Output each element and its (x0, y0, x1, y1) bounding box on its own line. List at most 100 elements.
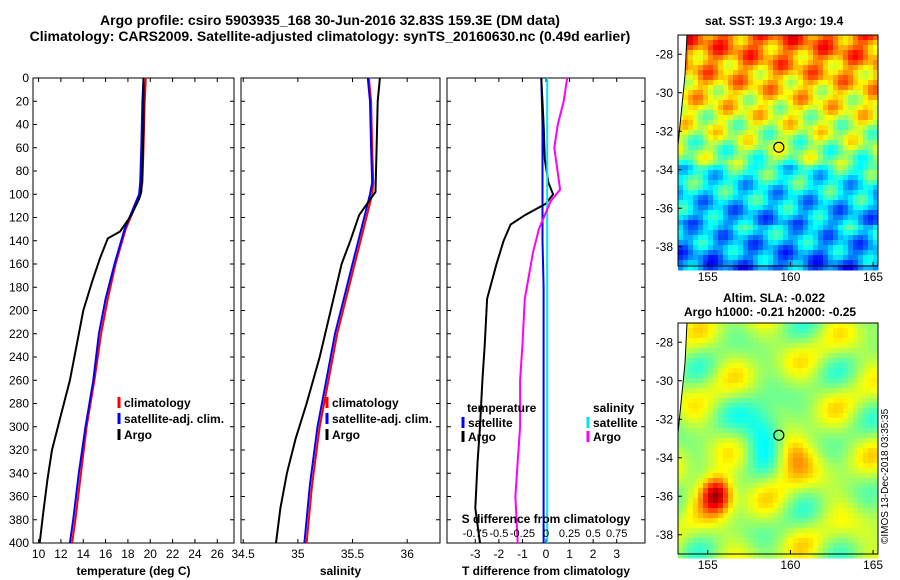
sla-map-cell (763, 433, 769, 439)
sla-map-cell (778, 328, 784, 334)
sla-map-cell (743, 473, 749, 479)
sst-map-cell (748, 110, 754, 116)
sst-map-cell (783, 190, 789, 196)
sst-map-cell (873, 135, 879, 141)
sla-map-cell (698, 428, 704, 434)
sst-map-cell (748, 190, 754, 196)
sla-map-cell (688, 548, 694, 554)
sla-map-cell (703, 483, 709, 489)
sla-map-cell (683, 443, 689, 449)
sst-map-cell (838, 40, 844, 46)
sla-map-cell (793, 488, 799, 494)
sla-map-cell (718, 368, 724, 374)
sla-map-cell (843, 378, 849, 384)
sst-map-cell (808, 60, 814, 66)
sst-map-cell (848, 105, 854, 111)
sla-map-cell (868, 448, 874, 454)
sla-map-cell (723, 498, 729, 504)
sla-map-cell (793, 323, 799, 329)
sst-map-cell (868, 170, 874, 176)
sla-map-cell (813, 398, 819, 404)
sst-map-cell (718, 85, 724, 91)
sla-map-cell (848, 333, 854, 339)
sla-map-cell (858, 468, 864, 474)
sst-map-cell (868, 50, 874, 56)
sst-map-cell (703, 265, 709, 271)
sla-map-cell (683, 533, 689, 539)
sst-map-cell (788, 215, 794, 221)
sla-map-cell (853, 338, 859, 344)
sla-map-cell (863, 463, 869, 469)
depth-tick-label: 160 (9, 257, 29, 271)
sla-map-cell (863, 383, 869, 389)
sla-map-cell (713, 513, 719, 519)
sst-map-cell (823, 50, 829, 56)
sst-map-cell (853, 90, 859, 96)
sla-map-cell (853, 478, 859, 484)
sst-map-cell (713, 90, 719, 96)
sst-map-cell (703, 75, 709, 81)
sla-map-cell (728, 493, 734, 499)
sst-map-cell (748, 265, 754, 271)
sst-map-cell (693, 110, 699, 116)
sst-map-cell (703, 210, 709, 216)
sla-map-cell (873, 493, 879, 499)
sla-map-cell (723, 393, 729, 399)
sla-map-cell (838, 523, 844, 529)
sla-map-cell (693, 498, 699, 504)
sst-map-cell (843, 255, 849, 261)
sst-map-cell (768, 155, 774, 161)
sla-map-cell (873, 538, 879, 544)
sst-map-cell (773, 185, 779, 191)
sst-map-cell (813, 195, 819, 201)
sla-map-cell (708, 403, 714, 409)
sst-map-cell (848, 215, 854, 221)
sst-map-cell (698, 155, 704, 161)
sst-map-cell (728, 40, 734, 46)
sst-map-cell (838, 185, 844, 191)
sst-map-cell (818, 50, 824, 56)
sst-map-cell (743, 255, 749, 261)
sst-map-cell (843, 60, 849, 66)
sla-map-cell (743, 508, 749, 514)
sla-map-cell (818, 478, 824, 484)
sst-map-cell (683, 80, 689, 86)
sla-map-cell (848, 393, 854, 399)
sst-map-cell (853, 170, 859, 176)
sst-map-cell (713, 160, 719, 166)
sst-map-cell (718, 100, 724, 106)
sla-map-cell (858, 548, 864, 554)
sla-map-cell (733, 353, 739, 359)
sla-map-cell (848, 403, 854, 409)
sla-map-cell (773, 498, 779, 504)
sst-map-cell (688, 245, 694, 251)
sst-map-cell (738, 85, 744, 91)
sla-map-cell (798, 373, 804, 379)
sla-map-cell (733, 543, 739, 549)
sst-map-cell (843, 230, 849, 236)
sla-map-cell (828, 433, 834, 439)
sla-map-cell (848, 548, 854, 554)
sst-map-cell (868, 40, 874, 46)
sla-map-cell (793, 363, 799, 369)
sla-map-cell (768, 448, 774, 454)
sst-map-cell (813, 50, 819, 56)
sla-map-cell (828, 533, 834, 539)
sst-map-cell (843, 225, 849, 231)
sla-map-cell (788, 538, 794, 544)
sla-map-cell (863, 363, 869, 369)
sla-map-cell (813, 468, 819, 474)
sla-map-cell (758, 498, 764, 504)
sla-map-cell (858, 533, 864, 539)
sla-map-cell (683, 358, 689, 364)
sst-map-cell (678, 210, 684, 216)
sst-map-cell (793, 260, 799, 266)
sla-map-cell (768, 328, 774, 334)
sst-map-cell (783, 125, 789, 131)
sla-map-cell (753, 503, 759, 509)
sla-map-cell (858, 413, 864, 419)
sla-map-cell (758, 488, 764, 494)
sst-map-cell (813, 160, 819, 166)
sst-map-cell (808, 215, 814, 221)
sla-map-cell (763, 543, 769, 549)
